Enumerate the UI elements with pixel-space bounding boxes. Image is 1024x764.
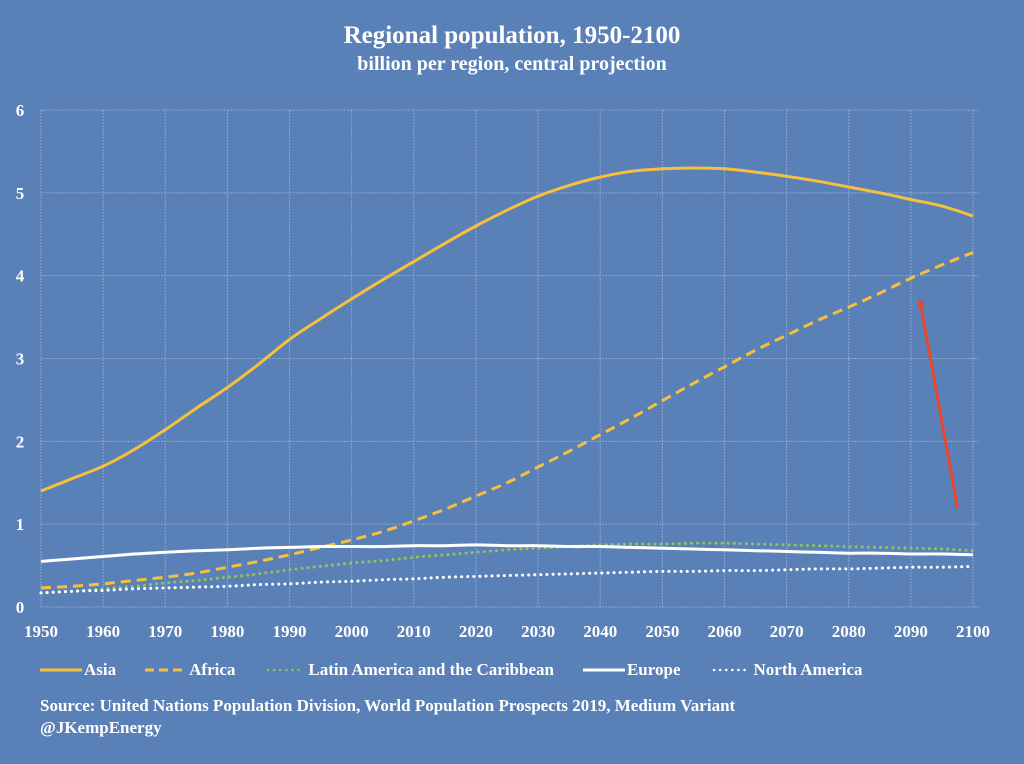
series-line-asia (40, 166, 974, 493)
legend-label: Europe (626, 660, 681, 679)
y-tick-label: 5 (16, 184, 25, 203)
series-lines (39, 166, 975, 595)
x-axis-ticks: 1950 1960 1970 1980 1990 2000 2010 2020 2030 2040… (24, 622, 990, 641)
x-tick-label: 2080 (832, 622, 866, 641)
x-tick-label: 2070 (770, 622, 804, 641)
y-tick-label: 0 (16, 598, 25, 617)
legend-item: North America (710, 660, 863, 680)
credit-text: @JKempEnergy (40, 718, 162, 737)
grid-lines (40, 109, 979, 608)
chart-subtitle: billion per region, central projection (357, 53, 667, 75)
series-line-europe (40, 543, 974, 563)
annotation-arrow (916, 297, 959, 508)
x-tick-label: 1980 (210, 622, 244, 641)
x-tick-label: 2090 (894, 622, 928, 641)
x-tick-label: 2100 (956, 622, 990, 641)
legend-swatch-icon (40, 668, 82, 672)
x-tick-label: 1960 (86, 622, 120, 641)
x-tick-label: 1970 (148, 622, 182, 641)
chart-legend: Asia Africa Latin America and the Caribbea… (40, 660, 892, 680)
source-note: Source: United Nations Population Divisi… (40, 695, 735, 739)
legend-item: Asia (40, 660, 116, 680)
legend-swatch-icon (267, 668, 306, 672)
legend-item: Africa (145, 660, 235, 680)
legend-swatch-icon (145, 668, 188, 672)
y-tick-label: 6 (16, 101, 25, 120)
legend-label: Asia (84, 660, 117, 679)
y-tick-label: 2 (16, 432, 25, 451)
y-tick-label: 1 (16, 515, 25, 534)
legend-swatch-icon (582, 668, 625, 672)
y-tick-label: 3 (16, 350, 25, 369)
annotations (916, 297, 959, 508)
x-tick-label: 2040 (583, 622, 617, 641)
chart-title: Regional population, 1950-2100 (343, 22, 681, 49)
x-tick-label: 2010 (397, 622, 431, 641)
source-text: Source: United Nations Population Divisi… (40, 696, 736, 715)
legend-item: Latin America and the Caribbean (264, 660, 554, 680)
legend-label: Latin America and the Caribbean (308, 660, 554, 679)
legend-label: Africa (189, 660, 236, 679)
y-tick-label: 4 (16, 267, 25, 286)
legend-swatch-icon (712, 668, 751, 672)
x-tick-label: 2020 (459, 622, 493, 641)
x-tick-label: 1950 (24, 622, 58, 641)
x-tick-label: 1990 (273, 622, 307, 641)
x-tick-label: 2000 (335, 622, 369, 641)
x-tick-label: 2050 (645, 622, 679, 641)
legend-item: Europe (582, 660, 681, 680)
legend-label: North America (753, 660, 863, 679)
x-tick-label: 2060 (707, 622, 741, 641)
y-axis-ticks: 0 1 2 3 4 5 6 (16, 101, 25, 617)
series-line-africa (40, 251, 974, 590)
series-line-north-america (39, 564, 975, 595)
x-tick-label: 2030 (521, 622, 555, 641)
